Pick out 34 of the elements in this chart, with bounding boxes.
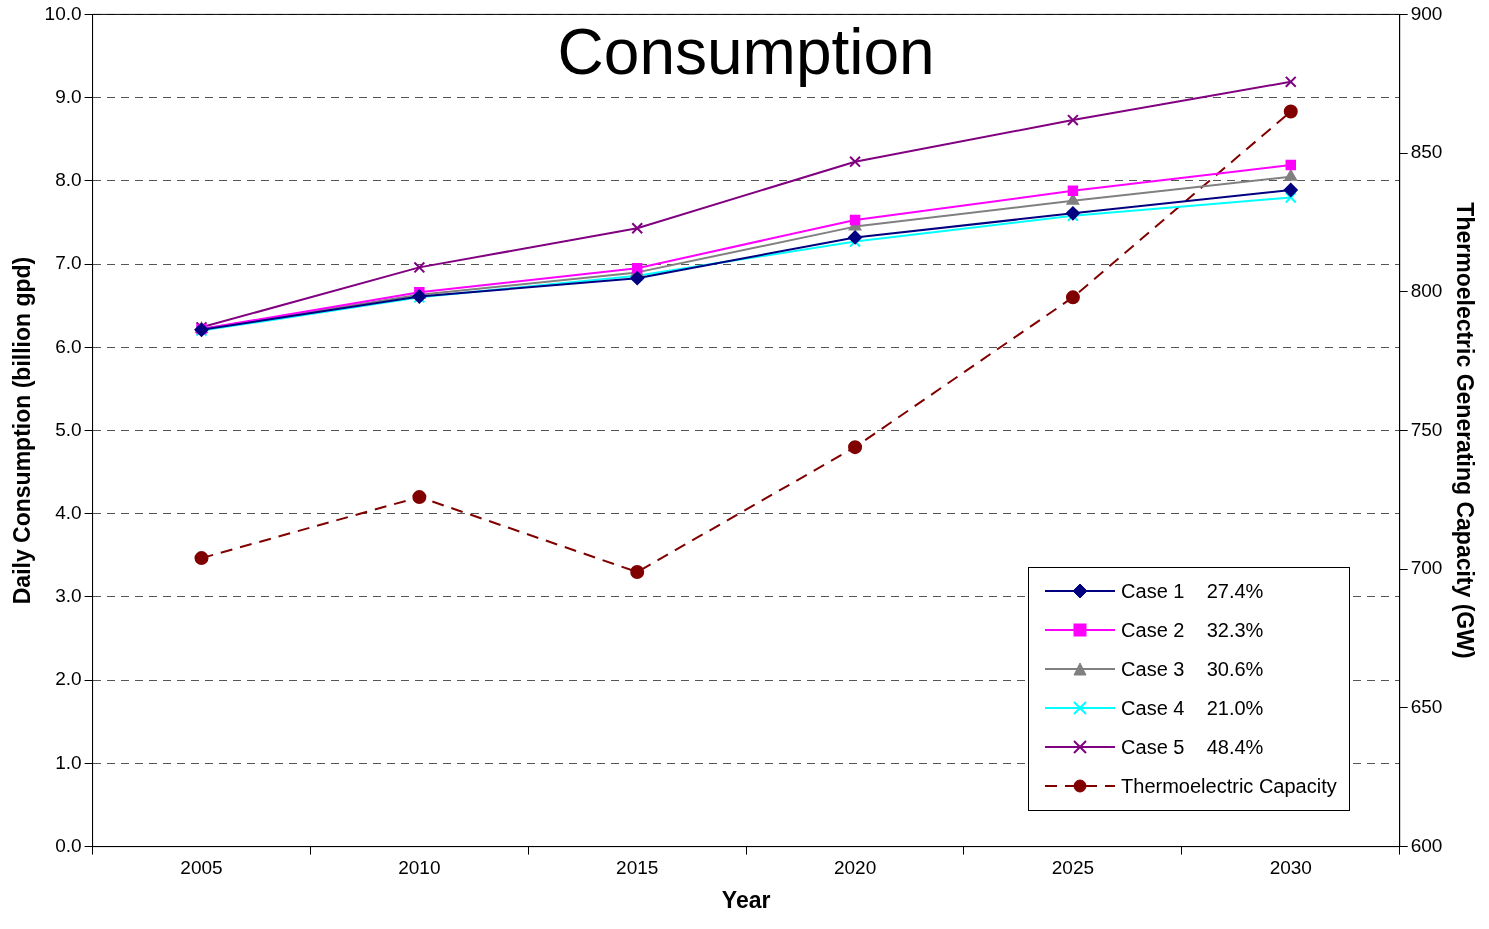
legend-label: Case 4 21.0% [1121,696,1264,720]
x-tick-label: 2010 [398,857,441,879]
legend-label: Case 1 27.4% [1121,579,1264,603]
y2-tick-label: 800 [1410,280,1443,302]
x-tick-label: 2015 [616,857,659,879]
y2-tick-label: 650 [1410,696,1443,718]
y2-tick-label: 850 [1410,141,1443,163]
y2-axis-title: Thermoelectric Generating Capacity (GW) [1451,202,1478,659]
chart-title: Consumption [557,16,935,89]
y-tick-label: 7.0 [55,252,82,274]
y-tick-label: 8.0 [55,169,82,191]
y2-tick-label: 750 [1410,418,1443,440]
y-tick-label: 6.0 [55,335,82,357]
y2-tick-label: 600 [1410,834,1443,856]
y-tick-label: 1.0 [55,751,82,773]
y-tick-label: 9.0 [55,85,82,107]
legend-label: Case 2 32.3% [1121,618,1264,642]
legend-label: Case 3 30.6% [1121,657,1264,681]
x-tick-label: 2020 [833,857,877,879]
x-tick-label: 2005 [180,857,223,879]
y2-tick-label: 900 [1410,2,1443,24]
x-tick-label: 2025 [1051,857,1095,879]
y-axis-title: Daily Consumption (billion gpd) [9,256,36,605]
legend-label: Thermoelectric Capacity [1121,774,1337,798]
y-tick-label: 0.0 [55,834,82,856]
x-tick-label: 2030 [1269,857,1312,879]
x-axis-title: Year [721,886,771,913]
y-tick-label: 5.0 [55,418,82,440]
y2-tick-label: 700 [1410,557,1443,579]
y-tick-label: 10.0 [44,2,82,24]
y-tick-label: 3.0 [55,585,82,607]
y-tick-label: 4.0 [55,501,82,523]
y-tick-label: 2.0 [55,668,82,690]
legend-label: Case 5 48.4% [1121,735,1264,759]
